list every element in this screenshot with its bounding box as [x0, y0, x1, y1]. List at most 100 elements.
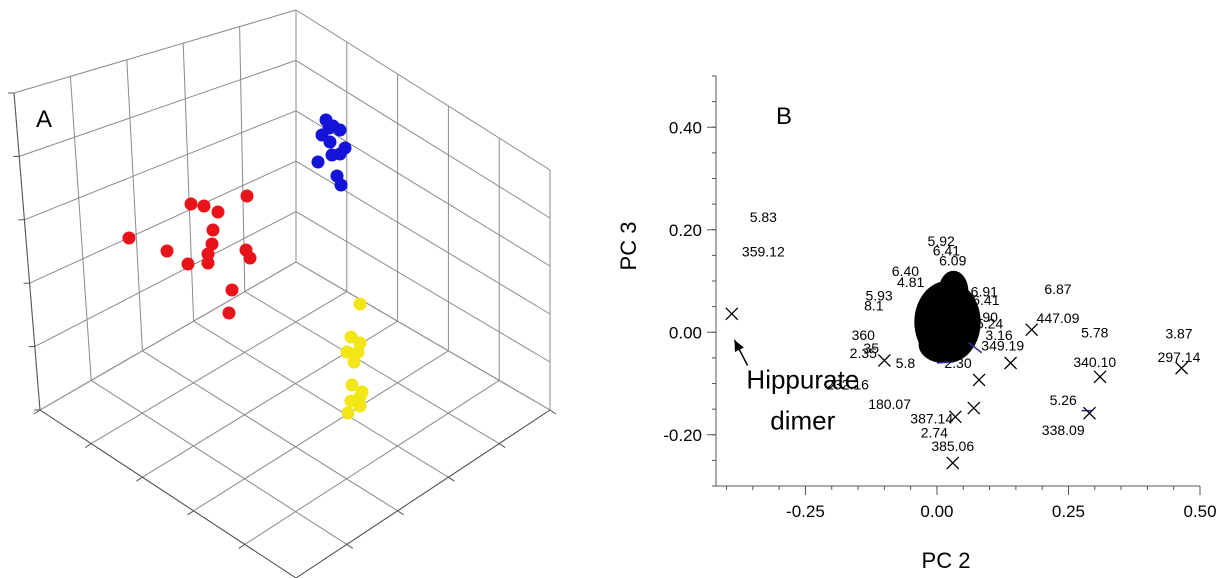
loading-label: 4.81	[897, 274, 924, 290]
y-axis-title: PC 3	[616, 222, 641, 271]
blue-marker	[968, 341, 983, 354]
tick-mark	[498, 443, 506, 449]
panel-b-label: B	[776, 103, 792, 130]
loading-label: 385.06	[931, 438, 974, 454]
loading-label: 232.16	[826, 377, 869, 393]
panel-a-points	[122, 113, 369, 420]
loading-marker	[1025, 323, 1039, 337]
grid-line	[295, 160, 551, 315]
grid-line	[34, 211, 297, 348]
loading-label: 297.14	[1158, 349, 1201, 365]
panel-a-grid	[8, 9, 557, 578]
grid-line	[193, 350, 449, 512]
data-point-group-2	[322, 121, 336, 135]
loading-marker	[967, 401, 981, 415]
y-tick-label: 0.20	[669, 221, 702, 240]
panel-b-marks: 5.926.416.096.404.816.916.413.905.243.16…	[725, 209, 1201, 470]
tick-mark	[33, 409, 41, 415]
y-tick-label: -0.20	[663, 426, 702, 445]
grid-line	[39, 261, 297, 411]
data-point-group-3	[340, 345, 354, 359]
data-point-group-1	[243, 251, 257, 265]
tick-mark	[187, 510, 194, 516]
data-point-group-3	[353, 399, 367, 413]
data-point-group-3	[353, 297, 367, 311]
loading-label: 6.40	[892, 263, 919, 279]
data-point-group-1	[160, 244, 174, 258]
tick-mark	[549, 409, 557, 415]
grid-line	[90, 291, 348, 445]
loading-label: 3.90	[971, 309, 998, 325]
loading-label: 8.1	[864, 298, 884, 314]
grid-line	[295, 261, 551, 411]
loading-label: 6.41	[972, 292, 999, 308]
data-point-group-1	[197, 199, 211, 213]
grid-line	[295, 110, 551, 267]
dense-label-cluster	[918, 326, 969, 363]
grid-line	[182, 43, 195, 322]
loading-label: 5.78	[1081, 324, 1108, 340]
loading-marker	[946, 456, 960, 470]
loading-label: 3.16	[985, 327, 1012, 343]
tick-mark	[346, 543, 354, 549]
x-tick-label: 0.50	[1183, 502, 1216, 521]
axis-edge	[39, 409, 297, 578]
loading-label: 5.24	[976, 316, 1003, 332]
loading-label: 6.41	[933, 242, 960, 258]
loading-label: 180.07	[868, 396, 911, 412]
panel-b-loadings-plot: -0.25 0.00 0.25 0.500.400.200.00-0.20 5.926…	[616, 75, 1216, 573]
loading-label: 2.30	[944, 355, 971, 371]
loading-label: 349.19	[981, 338, 1024, 354]
grid-line	[295, 9, 551, 171]
tick-mark	[136, 476, 143, 482]
grid-line	[193, 320, 449, 478]
blue-marker	[936, 361, 953, 364]
loading-label: 6.91	[971, 283, 998, 299]
axis-edge	[13, 92, 41, 411]
x-tick-label: 0.25	[1052, 502, 1085, 521]
loading-label: 5.8	[896, 355, 916, 371]
annotation-text: Hippurate	[746, 365, 859, 395]
loading-marker	[877, 353, 891, 367]
data-point-group-2	[333, 147, 347, 161]
annotation-text: dimer	[770, 406, 835, 436]
axis-edge	[295, 409, 551, 578]
loading-marker	[1093, 370, 1107, 384]
loading-label: 6.09	[939, 253, 966, 269]
data-point-group-2	[311, 155, 325, 169]
grid-line	[69, 76, 92, 381]
loading-marker	[1175, 361, 1189, 375]
data-point-group-1	[181, 257, 195, 271]
data-point-group-1	[205, 237, 219, 251]
tick-mark	[238, 543, 246, 549]
loading-label: 387.14	[910, 410, 953, 426]
loading-marker	[725, 307, 739, 321]
loading-label: 5.26	[1050, 392, 1077, 408]
loading-marker	[1004, 356, 1018, 370]
data-point-group-3	[347, 355, 361, 369]
grid-line	[295, 211, 551, 363]
loading-label: 5.93	[865, 287, 892, 303]
loading-label: 3.87	[1165, 325, 1192, 341]
tick-mark	[84, 443, 92, 449]
data-point-group-1	[211, 205, 225, 219]
loading-label: 338.09	[1042, 422, 1085, 438]
loading-label: 6.87	[1044, 281, 1071, 297]
x-tick-label: -0.25	[786, 502, 825, 521]
grid-line	[126, 59, 143, 351]
data-point-group-1	[206, 223, 220, 237]
annotation-arrowhead	[734, 339, 744, 353]
loading-label: 2.35	[850, 345, 877, 361]
loading-marker	[1083, 406, 1096, 420]
grid-line	[19, 59, 297, 157]
y-tick-label: 0.40	[669, 118, 702, 137]
grid-line	[142, 350, 398, 512]
loading-marker	[972, 373, 986, 387]
data-point-group-3	[345, 378, 359, 392]
data-point-group-2	[334, 178, 348, 192]
data-point-group-1	[225, 283, 239, 297]
y-tick-label: 0.00	[669, 323, 702, 342]
grid-line	[244, 379, 500, 545]
panel-a-3d-scatter: A	[8, 9, 557, 578]
